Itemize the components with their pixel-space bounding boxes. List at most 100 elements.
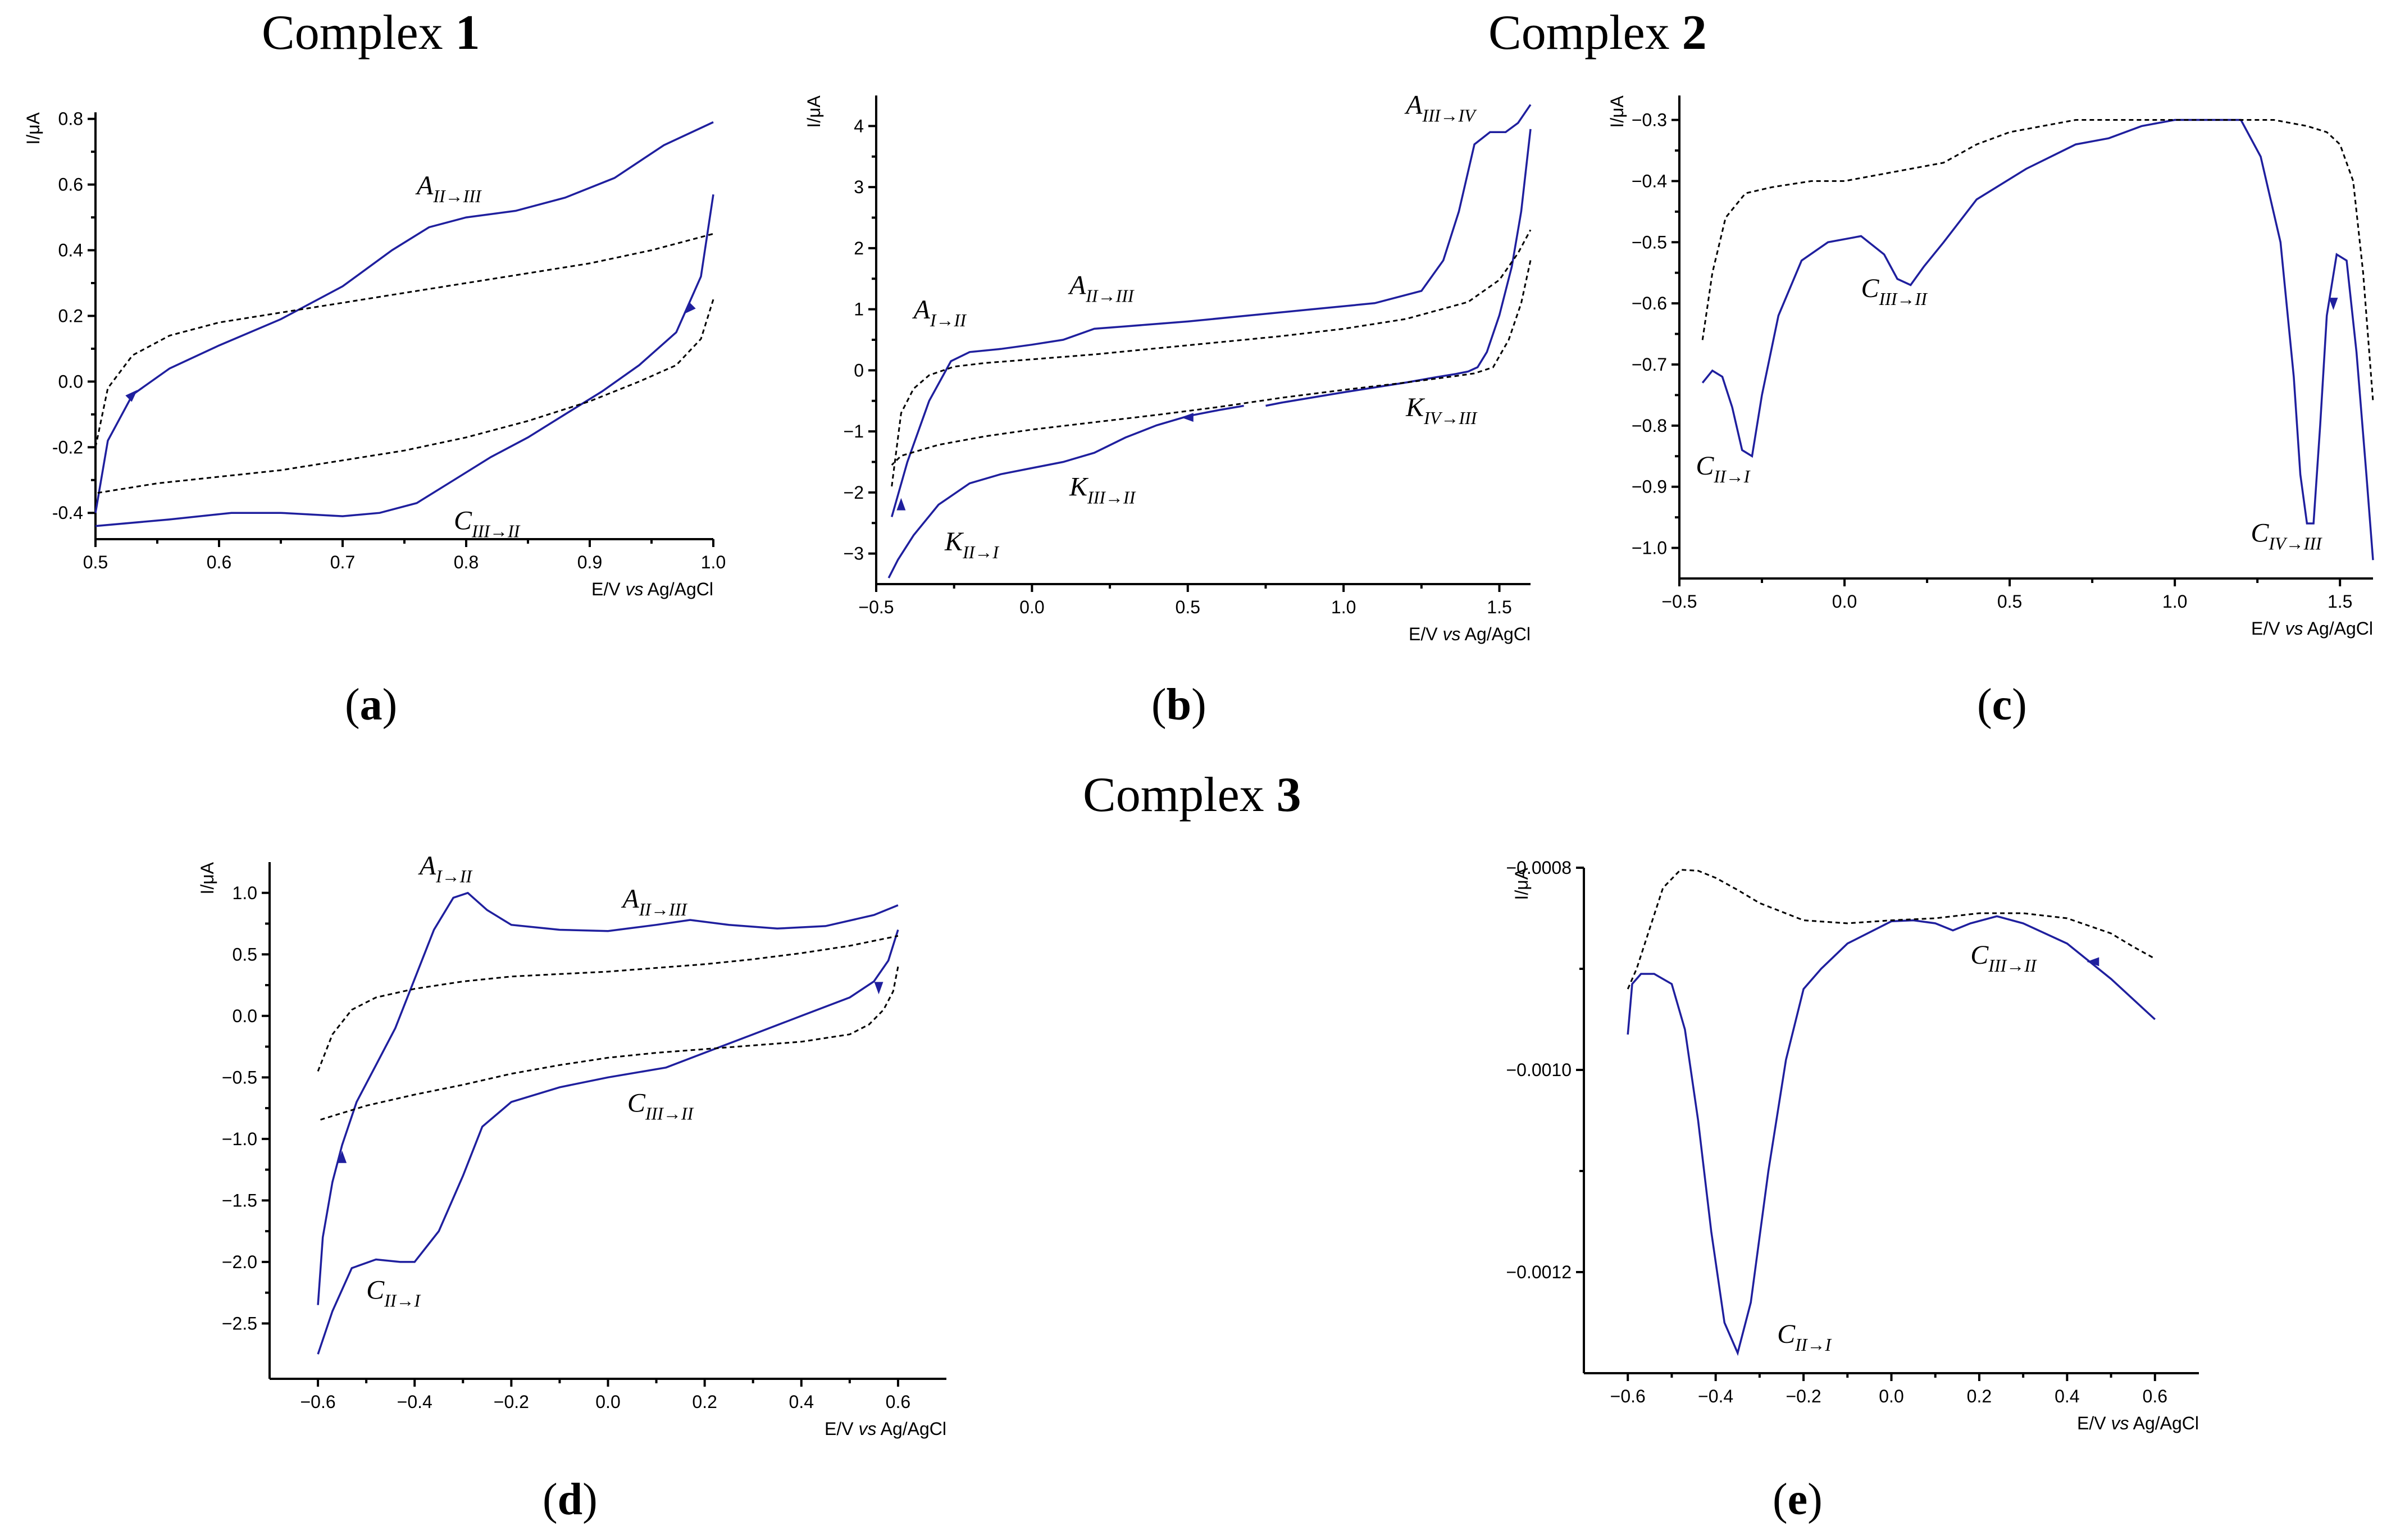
panel-label-c: (c): [1977, 680, 2027, 730]
y-axis-label: I/μA: [23, 112, 43, 144]
peak-label: KIV→III: [1405, 393, 1478, 428]
y-tick-label: 0.0: [58, 371, 83, 391]
peak-label: CIII→II: [454, 505, 521, 541]
series-dashed-3: [891, 229, 1532, 487]
x-tick-label: 0.4: [2055, 1386, 2079, 1406]
scan-direction-arrow: [896, 498, 906, 511]
peak-label: AIII→IV: [1404, 90, 1477, 126]
y-axis-label: I/μA: [804, 95, 824, 127]
x-tick-label: 0.7: [330, 552, 355, 572]
peak-label: CIV→III: [2251, 518, 2322, 554]
x-tick-label: 0.0: [1019, 597, 1044, 617]
peak-label: AI→II: [912, 295, 967, 330]
x-tick-label: 1.0: [1331, 597, 1356, 617]
scan-direction-arrow: [874, 982, 883, 995]
chart-a: 0.5 0.6 0.7 0.8 0.9 1.0 -0.4 -0.2 0.0 0.2 0.4 0.6 0.…: [23, 109, 726, 599]
series-solid-1: [1265, 129, 1532, 407]
peak-label: CIII→II: [1861, 274, 1928, 309]
x-tick-label: 0.5: [83, 552, 108, 572]
scan-direction-arrow: [2087, 957, 2099, 967]
x-tick-label: −0.6: [300, 1392, 335, 1412]
y-tick-label: −3: [844, 544, 864, 564]
x-tick-label: 1.5: [2328, 591, 2352, 612]
x-axis-label: E/V vs Ag/AgCl: [2251, 618, 2373, 639]
y-axis-label: I/μA: [1607, 95, 1627, 127]
x-axis-label: E/V vs Ag/AgCl: [1409, 624, 1531, 644]
x-tick-label: 0.8: [454, 552, 479, 572]
series-solid-1: [95, 194, 714, 527]
peak-label: CIII→II: [1970, 940, 2037, 976]
x-tick-label: 0.6: [2143, 1386, 2167, 1406]
x-tick-label: −0.2: [494, 1392, 529, 1412]
chart-e: −0.6 −0.4 −0.2 0.0 0.2 0.4 0.6 −0.0012 −0.0010 −0…: [1506, 858, 2199, 1433]
series-solid-0: [1627, 915, 2156, 1356]
peak-label: CII→I: [1696, 451, 1750, 486]
y-tick-label: −1.5: [222, 1190, 257, 1210]
x-tick-label: −0.6: [1610, 1386, 1646, 1406]
y-tick-label: 0.5: [233, 944, 257, 964]
y-tick-label: 2: [854, 238, 864, 258]
y-tick-label: 3: [854, 177, 864, 197]
panel-label-b: (b): [1151, 680, 1206, 730]
y-tick-label: -0.4: [52, 503, 83, 523]
series-dashed-2: [317, 935, 899, 1072]
x-axis-label: E/V vs Ag/AgCl: [825, 1419, 946, 1439]
y-tick-label: 0.4: [58, 240, 83, 261]
y-tick-label: 0.2: [58, 306, 83, 326]
title-complex-3: Complex 3: [1083, 768, 1301, 822]
x-tick-label: −0.4: [1698, 1386, 1733, 1406]
y-tick-label: −0.0010: [1506, 1060, 1572, 1080]
chart-b: −0.5 0.0 0.5 1.0 1.5 −3 −2 −1 0 1 2 3 4 I/μA E/V vs Ag…: [804, 90, 1532, 644]
peak-label: CIII→II: [627, 1088, 694, 1124]
panel-label-d: (d): [543, 1475, 598, 1524]
scan-direction-arrow: [2329, 298, 2338, 311]
scan-direction-arrow: [338, 1150, 347, 1163]
x-tick-label: 0.4: [789, 1392, 814, 1412]
panel-label-e: (e): [1773, 1475, 1823, 1524]
y-tick-label: -0.2: [52, 437, 83, 457]
x-tick-label: −0.4: [397, 1392, 432, 1412]
series-dashed-2: [94, 233, 714, 448]
x-tick-label: 0.2: [1967, 1386, 1992, 1406]
series-solid-0: [1701, 119, 2374, 561]
x-axis-label: E/V vs Ag/AgCl: [2077, 1413, 2199, 1433]
series-dashed-3: [95, 299, 714, 494]
title-complex-1: Complex 1: [262, 6, 480, 60]
x-tick-label: −0.5: [858, 597, 894, 617]
y-tick-label: −1.0: [1632, 538, 1667, 558]
chart-d: −0.6 −0.4 −0.2 0.0 0.2 0.4 0.6 −2.5 −2.0 −1.5 −1.0…: [197, 851, 946, 1439]
x-axis-label: E/V vs Ag/AgCl: [591, 579, 713, 599]
x-tick-label: 0.9: [577, 552, 602, 572]
x-tick-label: 0.0: [595, 1392, 620, 1412]
x-tick-label: 0.6: [886, 1392, 910, 1412]
x-tick-label: 0.5: [1176, 597, 1200, 617]
y-tick-label: −0.5: [1632, 232, 1667, 252]
y-tick-label: −0.0012: [1506, 1262, 1572, 1282]
y-axis-label: I/μA: [197, 862, 217, 894]
y-tick-label: −1.0: [222, 1129, 257, 1149]
series-dashed-4: [891, 260, 1532, 466]
series-dashed-3: [317, 966, 899, 1122]
y-tick-label: −2: [844, 482, 864, 503]
x-tick-label: 0.5: [1997, 591, 2022, 612]
peak-label: AII→III: [621, 884, 687, 919]
series-solid-2: [887, 404, 1244, 578]
peak-label: KIII→II: [1069, 472, 1136, 507]
y-tick-label: −0.6: [1632, 293, 1667, 313]
series-dashed-1: [1627, 869, 2156, 990]
y-tick-label: 0.0: [233, 1006, 257, 1026]
y-tick-label: −0.8: [1632, 416, 1667, 436]
x-tick-label: 0.2: [692, 1392, 717, 1412]
series-solid-0: [94, 121, 714, 513]
y-tick-label: −2.0: [222, 1252, 257, 1272]
x-tick-label: −0.5: [1661, 591, 1697, 612]
peak-label: KII→I: [944, 527, 999, 562]
series-solid-0: [891, 104, 1532, 517]
y-tick-label: −0.5: [222, 1067, 257, 1087]
y-tick-label: 4: [854, 116, 864, 136]
x-tick-label: 1.0: [2162, 591, 2187, 612]
series-dashed-1: [1701, 119, 2374, 402]
peak-label: AI→II: [418, 851, 473, 886]
y-tick-label: −0.9: [1632, 477, 1667, 497]
